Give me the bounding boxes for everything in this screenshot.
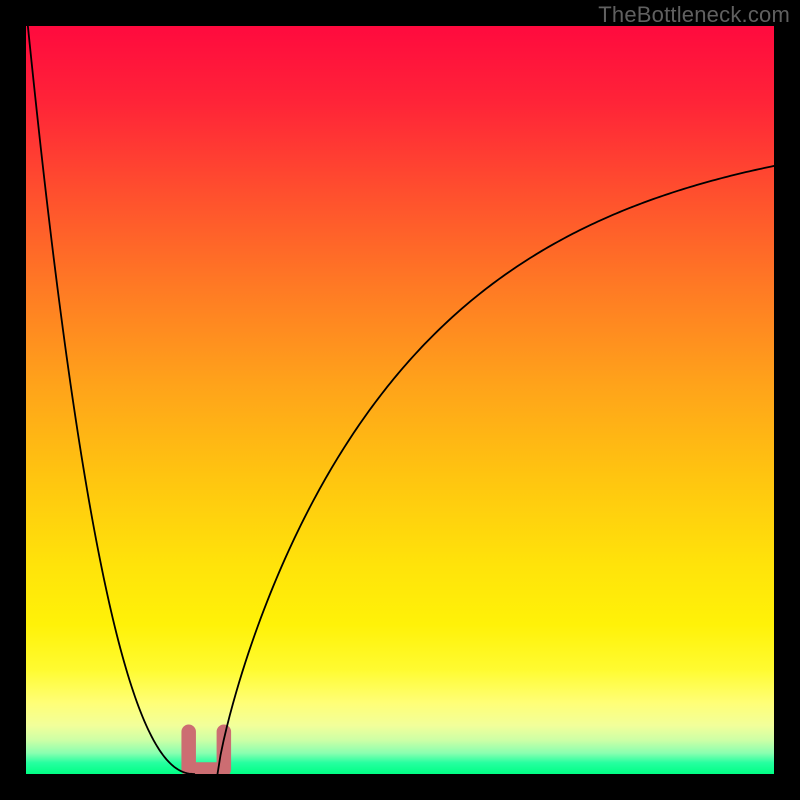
chart-svg xyxy=(0,0,800,800)
watermark-text: TheBottleneck.com xyxy=(598,2,790,28)
chart-background xyxy=(26,26,774,774)
bottleneck-chart: TheBottleneck.com xyxy=(0,0,800,800)
